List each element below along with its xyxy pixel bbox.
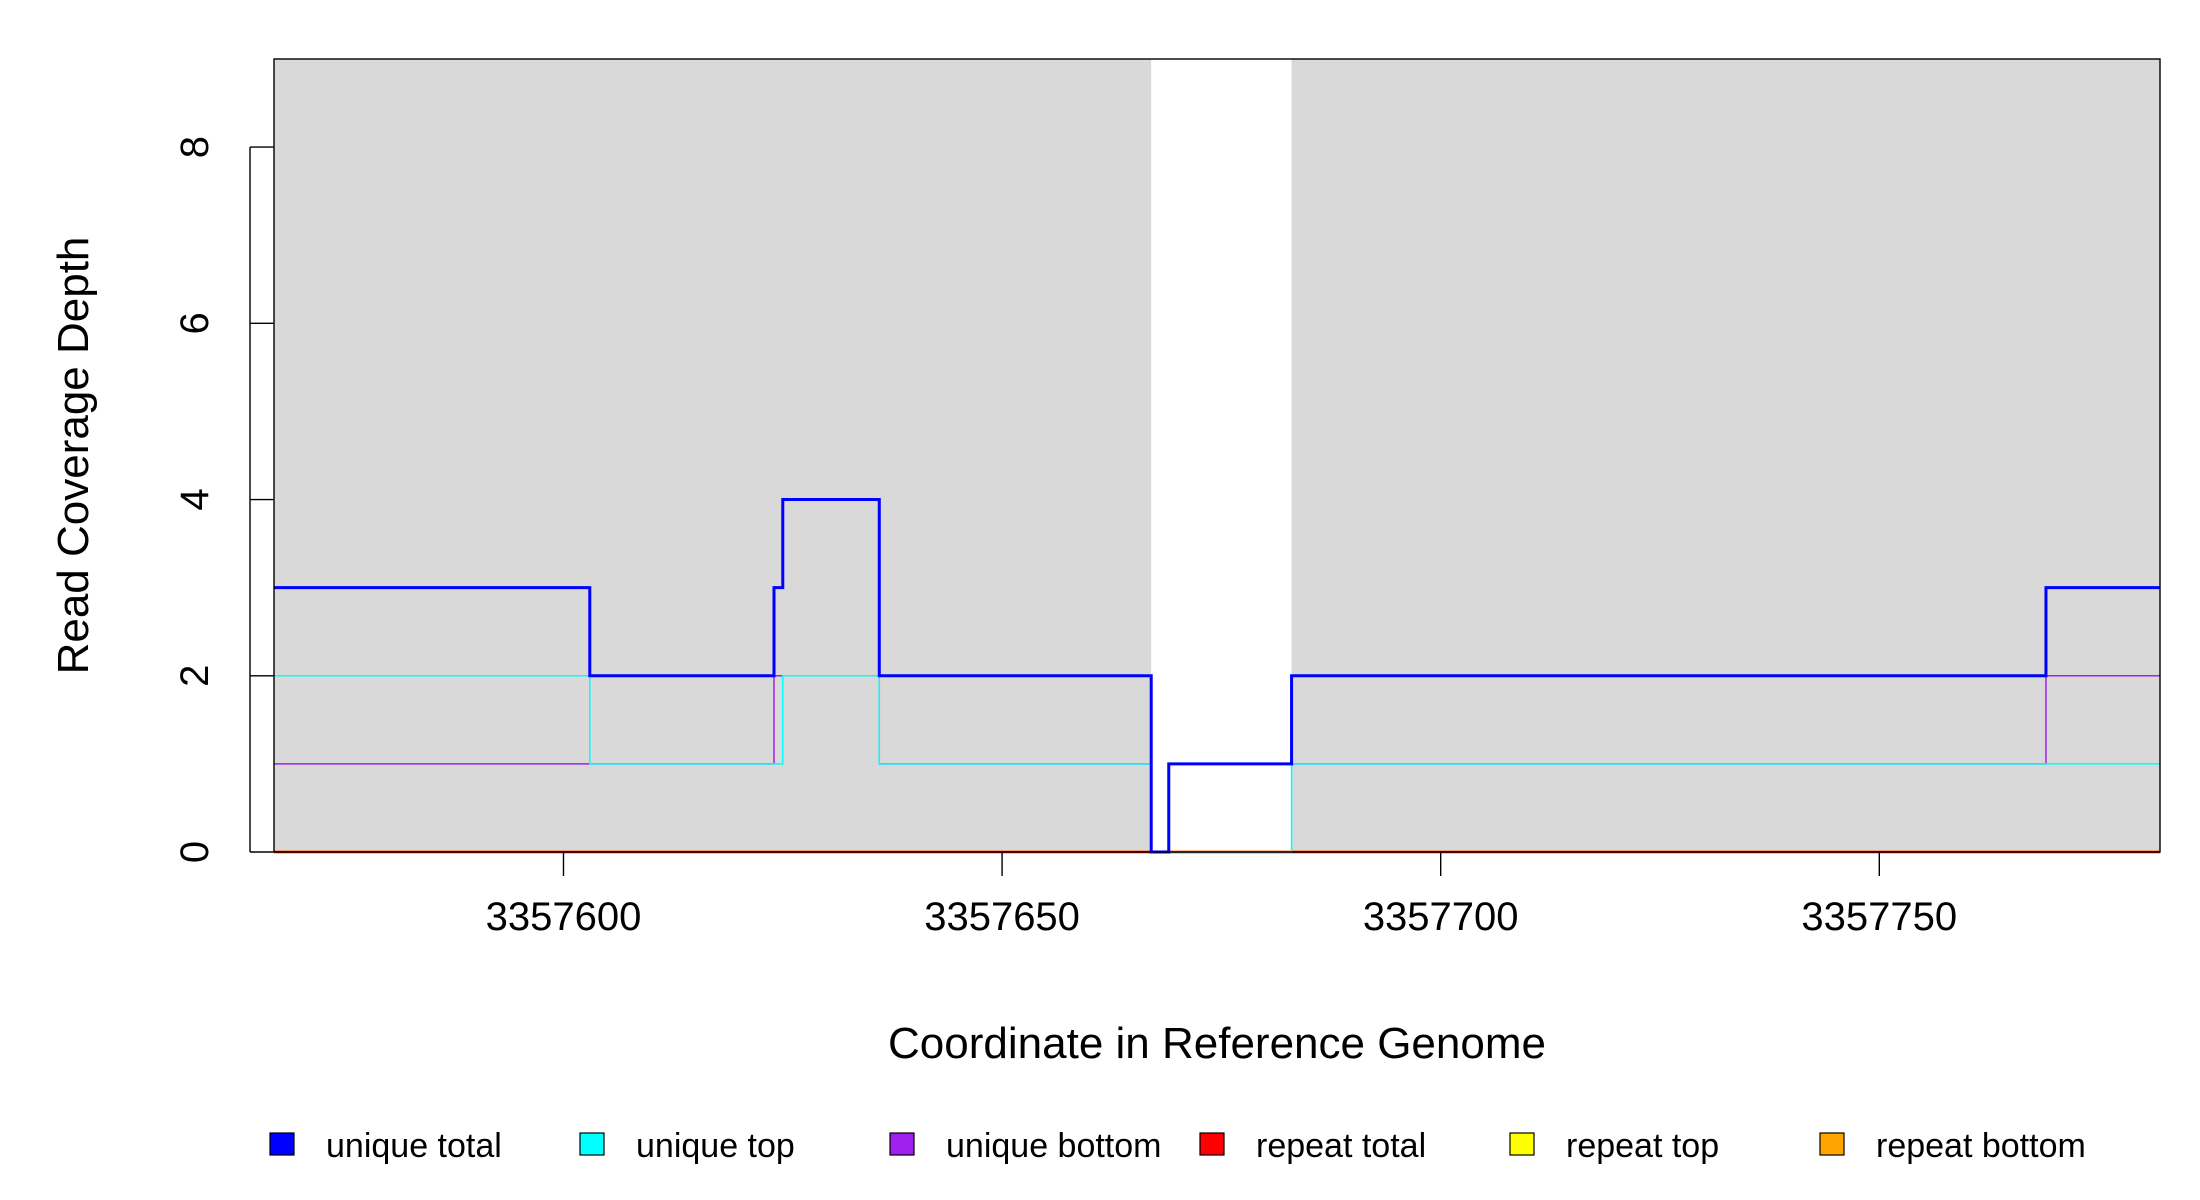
legend-swatch-unique-top bbox=[579, 1132, 605, 1156]
series-unique-total bbox=[274, 498, 2160, 854]
x-axis: 3357600 3357650 3357700 3357750 bbox=[486, 852, 1957, 939]
legend-label-repeat-top: repeat top bbox=[1566, 1127, 1719, 1165]
y-axis: 0 2 4 6 8 bbox=[173, 136, 274, 863]
legend-swatch-unique-bottom bbox=[889, 1132, 915, 1156]
x-axis-label: Coordinate in Reference Genome bbox=[888, 1019, 1546, 1068]
plot-frame bbox=[273, 58, 2161, 853]
y-tick-label-8: 8 bbox=[173, 136, 217, 158]
legend-swatch-repeat-top bbox=[1509, 1132, 1535, 1156]
legend-label-repeat-total: repeat total bbox=[1256, 1127, 1426, 1165]
y-tick-label-2: 2 bbox=[173, 665, 217, 687]
legend: unique total unique top unique bottom repea… bbox=[269, 1127, 2086, 1165]
y-axis-label: Read Coverage Depth bbox=[49, 237, 98, 675]
plot-background bbox=[274, 59, 2160, 852]
y-tick-label-6: 6 bbox=[173, 312, 217, 334]
x-tick-label-3357750: 3357750 bbox=[1801, 895, 1957, 939]
legend-label-unique-total: unique total bbox=[326, 1127, 502, 1165]
legend-label-unique-top: unique top bbox=[636, 1127, 795, 1165]
legend-swatch-repeat-total bbox=[1199, 1132, 1225, 1156]
x-tick-label-3357700: 3357700 bbox=[1363, 895, 1519, 939]
legend-label-repeat-bottom: repeat bottom bbox=[1876, 1127, 2086, 1165]
background-band-1 bbox=[1291, 59, 2160, 852]
background-band-0 bbox=[274, 59, 1152, 852]
x-tick-label-3357600: 3357600 bbox=[486, 895, 642, 939]
y-tick-label-4: 4 bbox=[173, 488, 217, 510]
y-tick-label-0: 0 bbox=[173, 841, 217, 863]
legend-label-unique-bottom: unique bottom bbox=[946, 1127, 1162, 1165]
legend-swatch-repeat-bottom bbox=[1819, 1132, 1845, 1156]
legend-swatch-unique-total bbox=[269, 1132, 295, 1156]
x-tick-label-3357650: 3357650 bbox=[924, 895, 1080, 939]
